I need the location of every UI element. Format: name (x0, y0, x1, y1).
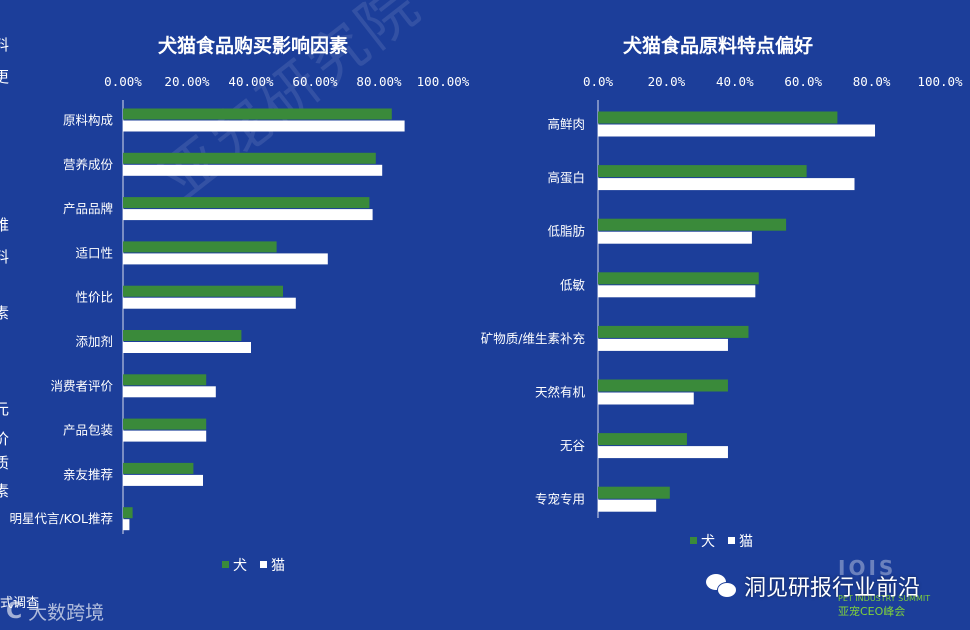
brand-right: 洞见研报行业前沿 (706, 570, 920, 602)
x-tick-label: 20.00% (164, 74, 210, 89)
category-label: 矿物质/维生素补充 (481, 331, 585, 346)
bar-cat (598, 338, 728, 351)
wechat-icon (706, 574, 737, 598)
edge-glyph: 维 (0, 216, 10, 234)
bar-dog (123, 152, 376, 164)
category-label: 添加剂 (75, 334, 113, 349)
x-tick-label: 40.00% (228, 74, 274, 89)
x-tick-label: 100.0% (917, 74, 963, 89)
bar-cat (123, 430, 207, 442)
bar-cat (598, 178, 855, 191)
bar-cat (598, 285, 756, 298)
bar-dog (598, 486, 670, 499)
bar-cat (598, 231, 752, 244)
summit-cn: 亚宠CEO峰会 (838, 605, 906, 618)
summit-subtitle: PET INDUSTRY SUMMIT (838, 594, 931, 603)
x-tick-label: 80.00% (356, 74, 402, 89)
bar-dog (123, 197, 370, 209)
bar-cat (123, 342, 251, 353)
category-label: 高蛋白 (547, 170, 585, 185)
bar-dog (598, 325, 749, 338)
category-label: 亲友推荐 (63, 467, 113, 482)
bar-cat (598, 499, 657, 512)
bar-cat (123, 474, 203, 486)
category-label: 适口性 (75, 245, 113, 260)
x-tick-label: 40.0% (716, 74, 754, 89)
bar-dog (598, 165, 807, 178)
category-label: 低脂肪 (547, 224, 585, 239)
edge-glyph: 料 (0, 36, 10, 54)
legend-swatch (728, 537, 735, 544)
x-tick-label: 0.0% (583, 74, 614, 89)
legend-swatch (690, 537, 697, 544)
category-label: 高鲜肉 (547, 117, 585, 132)
bar-cat (123, 120, 405, 132)
category-label: 明星代言/KOL推荐 (9, 511, 113, 526)
x-tick-label: 20.0% (648, 74, 686, 89)
bar-dog (123, 108, 392, 120)
bar-dog (123, 241, 277, 253)
category-label: 产品品牌 (63, 201, 113, 216)
x-tick-label: 80.0% (853, 74, 891, 89)
bar-dog (598, 433, 687, 446)
edge-glyph: 更 (0, 68, 10, 86)
summit-logo-text: IOIS (838, 556, 897, 580)
bar-cat (598, 124, 876, 137)
x-tick-label: 60.0% (784, 74, 822, 89)
brand-logo-icon: C (6, 599, 23, 624)
edge-glyph: 价 (0, 430, 10, 448)
category-label: 无谷 (560, 438, 586, 453)
bar-dog (123, 330, 242, 341)
bar-dog (123, 507, 133, 519)
bar-cat (123, 386, 216, 398)
brand-left-text: 大数跨境 (28, 602, 105, 624)
legend-label: 猫 (739, 534, 753, 550)
bar-dog (123, 462, 194, 474)
edge-glyph: 素 (0, 482, 10, 500)
x-tick-label: 60.00% (292, 74, 338, 89)
bar-dog (598, 272, 759, 285)
edge-glyph: 元 (0, 400, 10, 418)
brand-left: C 大数跨境 (6, 598, 104, 625)
category-label: 原料构成 (63, 113, 113, 128)
edge-glyph: 素 (0, 304, 10, 322)
bar-dog (598, 218, 787, 231)
bar-cat (123, 164, 383, 176)
bar-cat (598, 392, 694, 405)
bar-cat (123, 297, 296, 309)
edge-glyph: 料 (0, 248, 10, 266)
chart-title: 犬猫食品购买影响因素 (158, 34, 348, 57)
brand-right-text: 洞见研报行业前沿 (744, 576, 921, 601)
bar-dog (123, 285, 283, 297)
footer-note: 式调查 (0, 596, 40, 611)
x-tick-label: 100.00% (417, 74, 470, 89)
category-label: 性价比 (75, 290, 113, 305)
bar-cat (123, 209, 373, 221)
legend-swatch (222, 561, 229, 568)
category-label: 低敏 (560, 277, 586, 292)
category-label: 产品包装 (63, 423, 113, 438)
x-tick-label: 0.00% (104, 74, 142, 89)
summit-logo: IOIS PET INDUSTRY SUMMIT 亚宠CEO峰会 (838, 556, 958, 628)
bar-cat (123, 519, 130, 531)
category-label: 专宠专用 (535, 492, 585, 507)
legend-swatch (260, 561, 267, 568)
bar-dog (123, 374, 207, 386)
bar-dog (598, 111, 838, 124)
legend-label: 犬 (233, 558, 247, 574)
category-label: 天然有机 (535, 385, 586, 400)
category-label: 消费者评价 (50, 378, 113, 393)
legend-label: 犬 (701, 534, 715, 550)
edge-glyph: 质 (0, 454, 10, 472)
category-label: 营养成份 (63, 157, 114, 172)
chart-title: 犬猫食品原料特点偏好 (623, 34, 813, 57)
bar-cat (123, 253, 328, 265)
bar-cat (598, 446, 728, 459)
bar-dog (598, 379, 728, 392)
bar-dog (123, 418, 207, 430)
legend-label: 猫 (271, 558, 285, 574)
